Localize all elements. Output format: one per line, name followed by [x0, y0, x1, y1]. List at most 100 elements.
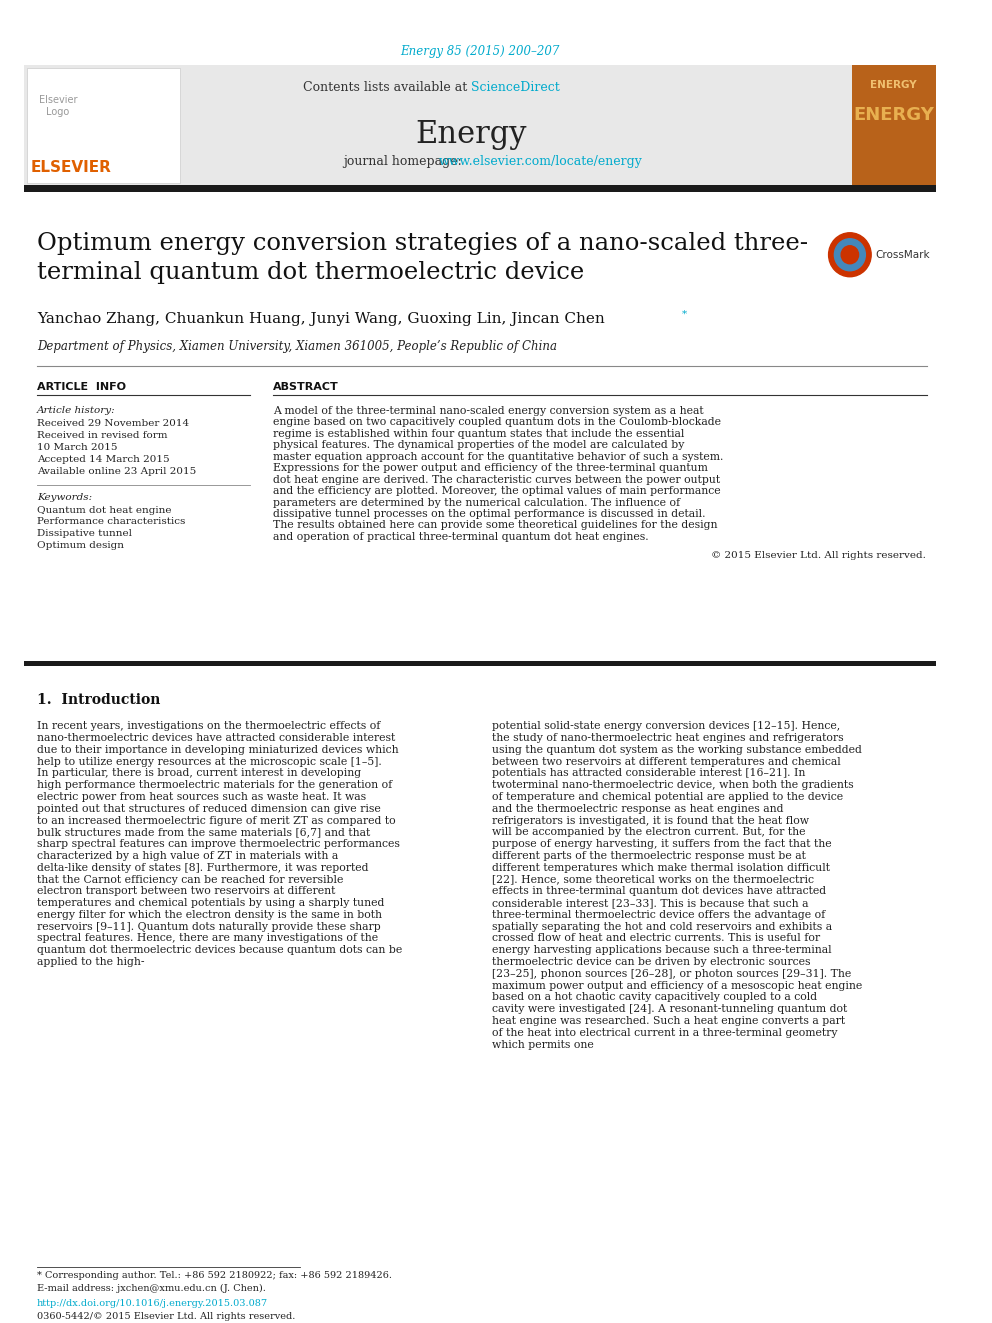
Text: ABSTRACT: ABSTRACT: [273, 381, 338, 392]
Text: The results obtained here can provide some theoretical guidelines for the design: The results obtained here can provide so…: [273, 520, 717, 531]
Text: temperatures and chemical potentials by using a sharply tuned: temperatures and chemical potentials by …: [37, 898, 384, 908]
Text: Quantum dot heat engine: Quantum dot heat engine: [37, 505, 172, 515]
Text: In particular, there is broad, current interest in developing: In particular, there is broad, current i…: [37, 769, 361, 778]
Text: ARTICLE  INFO: ARTICLE INFO: [37, 381, 126, 392]
Text: Contents lists available at: Contents lists available at: [304, 82, 471, 94]
Text: bulk structures made from the same materials [6,7] and that: bulk structures made from the same mater…: [37, 827, 370, 837]
Text: spectral features. Hence, there are many investigations of the: spectral features. Hence, there are many…: [37, 934, 378, 943]
Text: refrigerators is investigated, it is found that the heat flow: refrigerators is investigated, it is fou…: [492, 815, 808, 826]
Text: 1.  Introduction: 1. Introduction: [37, 693, 160, 708]
Text: high performance thermoelectric materials for the generation of: high performance thermoelectric material…: [37, 781, 392, 790]
Text: the study of nano-thermoelectric heat engines and refrigerators: the study of nano-thermoelectric heat en…: [492, 733, 843, 744]
Text: effects in three-terminal quantum dot devices have attracted: effects in three-terminal quantum dot de…: [492, 886, 826, 896]
Text: ENERGY: ENERGY: [853, 106, 933, 124]
Text: Yanchao Zhang, Chuankun Huang, Junyi Wang, Guoxing Lin, Jincan Chen: Yanchao Zhang, Chuankun Huang, Junyi Wan…: [37, 312, 604, 325]
Text: electric power from heat sources such as waste heat. It was: electric power from heat sources such as…: [37, 792, 366, 802]
Text: * Corresponding author. Tel.: +86 592 2180922; fax: +86 592 2189426.: * Corresponding author. Tel.: +86 592 21…: [37, 1271, 392, 1279]
Text: of the heat into electrical current in a three-terminal geometry: of the heat into electrical current in a…: [492, 1028, 837, 1037]
Bar: [27, 67, 180, 183]
Text: delta-like density of states [8]. Furthermore, it was reported: delta-like density of states [8]. Furthe…: [37, 863, 368, 873]
Text: master equation approach account for the quantitative behavior of such a system.: master equation approach account for the…: [273, 451, 723, 462]
Text: twoterminal nano-thermoelectric device, when both the gradients: twoterminal nano-thermoelectric device, …: [492, 781, 853, 790]
Text: and the efficiency are plotted. Moreover, the optimal values of main performance: and the efficiency are plotted. Moreover…: [273, 486, 720, 496]
Text: Dissipative tunnel: Dissipative tunnel: [37, 529, 132, 538]
Circle shape: [828, 233, 871, 277]
Text: parameters are determined by the numerical calculation. The influence of: parameters are determined by the numeric…: [273, 497, 681, 508]
Text: Elsevier
Logo: Elsevier Logo: [39, 95, 77, 116]
Text: potential solid-state energy conversion devices [12–15]. Hence,: potential solid-state energy conversion …: [492, 721, 840, 732]
Text: different parts of the thermoelectric response must be at: different parts of the thermoelectric re…: [492, 851, 806, 861]
Text: ScienceDirect: ScienceDirect: [471, 82, 560, 94]
Text: Energy: Energy: [416, 119, 527, 151]
Text: which permits one: which permits one: [492, 1040, 593, 1049]
Text: between two reservoirs at different temperatures and chemical: between two reservoirs at different temp…: [492, 757, 840, 766]
Text: physical features. The dynamical properties of the model are calculated by: physical features. The dynamical propert…: [273, 441, 684, 450]
Text: http://dx.doi.org/10.1016/j.energy.2015.03.087: http://dx.doi.org/10.1016/j.energy.2015.…: [37, 1299, 268, 1307]
Text: heat engine was researched. Such a heat engine converts a part: heat engine was researched. Such a heat …: [492, 1016, 845, 1027]
Text: Expressions for the power output and efficiency of the three-terminal quantum: Expressions for the power output and eff…: [273, 463, 708, 474]
Text: that the Carnot efficiency can be reached for reversible: that the Carnot efficiency can be reache…: [37, 875, 343, 885]
Text: thermoelectric device can be driven by electronic sources: thermoelectric device can be driven by e…: [492, 957, 810, 967]
Text: Received 29 November 2014: Received 29 November 2014: [37, 418, 188, 427]
Text: engine based on two capacitively coupled quantum dots in the Coulomb-blockade: engine based on two capacitively coupled…: [273, 417, 721, 427]
Text: Keywords:: Keywords:: [37, 492, 92, 501]
Text: ELSEVIER: ELSEVIER: [31, 160, 112, 176]
Text: sharp spectral features can improve thermoelectric performances: sharp spectral features can improve ther…: [37, 839, 400, 849]
Text: and operation of practical three-terminal quantum dot heat engines.: and operation of practical three-termina…: [273, 532, 649, 542]
Bar: [24, 185, 936, 192]
Text: to an increased thermoelectric figure of merit ZT as compared to: to an increased thermoelectric figure of…: [37, 815, 396, 826]
Text: dot heat engine are derived. The characteristic curves between the power output: dot heat engine are derived. The charact…: [273, 475, 720, 484]
Text: based on a hot chaotic cavity capacitively coupled to a cold: based on a hot chaotic cavity capacitive…: [492, 992, 816, 1003]
Text: spatially separating the hot and cold reservoirs and exhibits a: spatially separating the hot and cold re…: [492, 922, 832, 931]
Text: Accepted 14 March 2015: Accepted 14 March 2015: [37, 455, 170, 463]
Text: [23–25], phonon sources [26–28], or photon sources [29–31]. The: [23–25], phonon sources [26–28], or phot…: [492, 968, 851, 979]
Text: Available online 23 April 2015: Available online 23 April 2015: [37, 467, 196, 475]
Text: due to their importance in developing miniaturized devices which: due to their importance in developing mi…: [37, 745, 399, 755]
Text: Energy 85 (2015) 200–207: Energy 85 (2015) 200–207: [401, 45, 559, 58]
Text: Optimum energy conversion strategies of a nano-scaled three-
terminal quantum do: Optimum energy conversion strategies of …: [37, 232, 807, 284]
Bar: [24, 662, 936, 667]
Text: Optimum design: Optimum design: [37, 541, 124, 550]
Text: nano-thermoelectric devices have attracted considerable interest: nano-thermoelectric devices have attract…: [37, 733, 395, 744]
Text: pointed out that structures of reduced dimension can give rise: pointed out that structures of reduced d…: [37, 804, 381, 814]
Text: different temperatures which make thermal isolation difficult: different temperatures which make therma…: [492, 863, 829, 873]
Text: 0360-5442/© 2015 Elsevier Ltd. All rights reserved.: 0360-5442/© 2015 Elsevier Ltd. All right…: [37, 1311, 296, 1320]
Text: regime is established within four quantum states that include the essential: regime is established within four quantu…: [273, 429, 684, 439]
Text: journal homepage:: journal homepage:: [343, 155, 466, 168]
Text: Article history:: Article history:: [37, 406, 115, 414]
Text: © 2015 Elsevier Ltd. All rights reserved.: © 2015 Elsevier Ltd. All rights reserved…: [710, 552, 926, 561]
Text: potentials has attracted considerable interest [16–21]. In: potentials has attracted considerable in…: [492, 769, 806, 778]
Text: will be accompanied by the electron current. But, for the: will be accompanied by the electron curr…: [492, 827, 806, 837]
Text: [22]. Hence, some theoretical works on the thermoelectric: [22]. Hence, some theoretical works on t…: [492, 875, 813, 885]
Text: E-mail address: jxchen@xmu.edu.cn (J. Chen).: E-mail address: jxchen@xmu.edu.cn (J. Ch…: [37, 1283, 266, 1293]
Bar: [852, 65, 936, 185]
Text: CrossMark: CrossMark: [875, 250, 930, 259]
Text: reservoirs [9–11]. Quantum dots naturally provide these sharp: reservoirs [9–11]. Quantum dots naturall…: [37, 922, 381, 931]
Text: Department of Physics, Xiamen University, Xiamen 361005, People’s Republic of Ch: Department of Physics, Xiamen University…: [37, 340, 557, 353]
Bar: [24, 65, 852, 185]
Text: *: *: [682, 310, 686, 319]
Text: three-terminal thermoelectric device offers the advantage of: three-terminal thermoelectric device off…: [492, 910, 825, 919]
Text: help to utilize energy resources at the microscopic scale [1–5].: help to utilize energy resources at the …: [37, 757, 382, 766]
Text: In recent years, investigations on the thermoelectric effects of: In recent years, investigations on the t…: [37, 721, 380, 732]
Text: dissipative tunnel processes on the optimal performance is discussed in detail.: dissipative tunnel processes on the opti…: [273, 509, 705, 519]
Text: energy harvesting applications because such a three-terminal: energy harvesting applications because s…: [492, 945, 831, 955]
Text: Received in revised form: Received in revised form: [37, 430, 168, 439]
Text: crossed flow of heat and electric currents. This is useful for: crossed flow of heat and electric curren…: [492, 934, 819, 943]
Text: cavity were investigated [24]. A resonant-tunneling quantum dot: cavity were investigated [24]. A resonan…: [492, 1004, 847, 1015]
Text: maximum power output and efficiency of a mesoscopic heat engine: maximum power output and efficiency of a…: [492, 980, 862, 991]
Text: electron transport between two reservoirs at different: electron transport between two reservoir…: [37, 886, 335, 896]
Text: using the quantum dot system as the working substance embedded: using the quantum dot system as the work…: [492, 745, 862, 755]
Text: characterized by a high value of ZT in materials with a: characterized by a high value of ZT in m…: [37, 851, 338, 861]
Text: of temperature and chemical potential are applied to the device: of temperature and chemical potential ar…: [492, 792, 843, 802]
Text: quantum dot thermoelectric devices because quantum dots can be: quantum dot thermoelectric devices becau…: [37, 945, 402, 955]
Text: ENERGY: ENERGY: [870, 79, 917, 90]
Text: energy filter for which the electron density is the same in both: energy filter for which the electron den…: [37, 910, 382, 919]
Text: considerable interest [23–33]. This is because that such a: considerable interest [23–33]. This is b…: [492, 898, 808, 908]
Text: purpose of energy harvesting, it suffers from the fact that the: purpose of energy harvesting, it suffers…: [492, 839, 831, 849]
Text: applied to the high-: applied to the high-: [37, 957, 144, 967]
Circle shape: [841, 246, 859, 263]
Text: www.elsevier.com/locate/energy: www.elsevier.com/locate/energy: [438, 155, 643, 168]
Text: A model of the three-terminal nano-scaled energy conversion system as a heat: A model of the three-terminal nano-scale…: [273, 406, 703, 415]
Text: and the thermoelectric response as heat engines and: and the thermoelectric response as heat …: [492, 804, 784, 814]
